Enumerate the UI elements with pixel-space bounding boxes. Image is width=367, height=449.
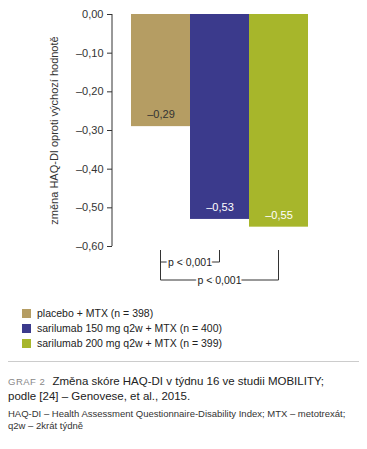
- svg-text:p < 0,001: p < 0,001: [197, 274, 241, 286]
- html-text:GRAF 2 Změna skóre HAQ-DI v tý: GRAF 2 Změna skóre HAQ-DI v týdnu 16 ve …: [8, 375, 324, 402]
- html-text:sarilumab 200 mg q2w + MTX (n: sarilumab 200 mg q2w + MTX (n = 399): [37, 337, 222, 349]
- svg-text:–0,30: –0,30: [76, 124, 104, 136]
- svg-text:–0,10: –0,10: [76, 47, 104, 59]
- svg-text:–0,20: –0,20: [76, 85, 104, 97]
- svg-text:0,00: 0,00: [82, 8, 103, 20]
- svg-text:–0,50: –0,50: [76, 201, 104, 213]
- svg-text:p < 0,001: p < 0,001: [168, 256, 212, 268]
- svg-text:–0,29: –0,29: [147, 108, 175, 120]
- svg-text:–0,55: –0,55: [265, 209, 293, 221]
- svg-text:–0,60: –0,60: [76, 240, 104, 252]
- svg-text:změna HAQ-DI oproti výchozí ho: změna HAQ-DI oproti výchozí hodnotě: [48, 36, 60, 224]
- svg-text:–0,53: –0,53: [206, 201, 234, 213]
- html-text:HAQ-DI – Health Assessment Que: HAQ-DI – Health Assessment Questionnaire…: [8, 408, 346, 431]
- html-text:sarilumab 150 mg q2w + MTX (n: sarilumab 150 mg q2w + MTX (n = 400): [37, 322, 222, 334]
- svg-text:–0,40: –0,40: [76, 163, 104, 175]
- html-text:placebo + MTX (n = 398): placebo + MTX (n = 398): [37, 307, 154, 319]
